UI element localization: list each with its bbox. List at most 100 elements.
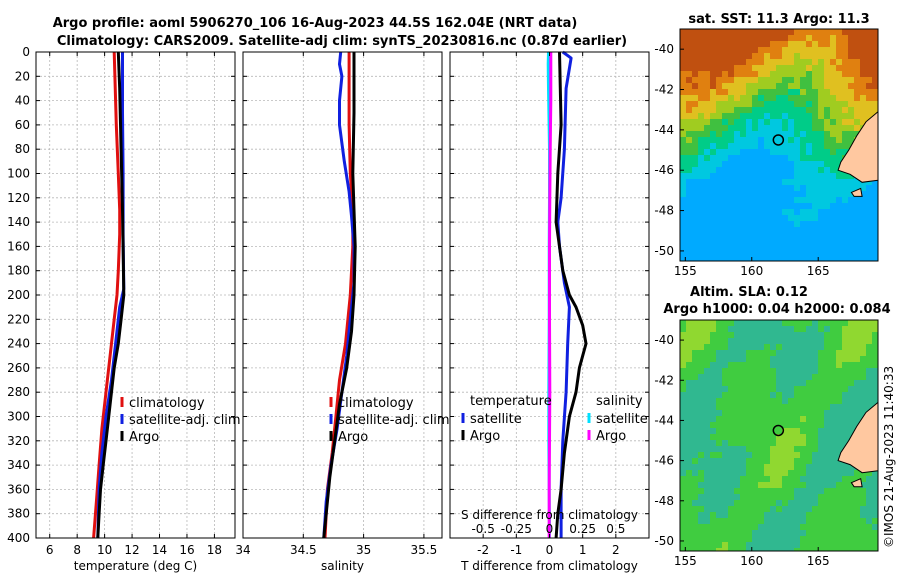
figure-title-line2: Climatology: CARS2009. Satellite-adj cli… <box>57 34 627 49</box>
x2-axis-label: S difference from climatology <box>461 508 638 522</box>
series-line-argo <box>96 51 126 539</box>
x-tick-label: 18 <box>207 543 222 557</box>
x2-tick-label: -0.5 <box>471 522 494 536</box>
sst-map-title: sat. SST: 11.3 Argo: 11.3 <box>688 12 869 27</box>
x-tick-label: 35 <box>356 543 371 557</box>
x-tick-label: 1 <box>579 543 587 557</box>
island <box>850 477 863 488</box>
y-tick-label: -40 <box>654 333 674 347</box>
argo-position-marker <box>772 424 785 437</box>
x-tick-label: 14 <box>152 543 167 557</box>
y-tick-label: 100 <box>7 167 30 181</box>
y-tick-label: 220 <box>7 312 30 326</box>
sla-field <box>680 320 878 551</box>
legend-label: satellite <box>470 412 522 427</box>
y-tick-label: -44 <box>654 413 674 427</box>
legend-label: climatology <box>338 396 414 411</box>
legend-title-salinity: salinity <box>596 394 643 409</box>
imos-watermark: ©IMOS 21-Aug-2023 11:40:33 <box>882 366 896 548</box>
legend-label: Argo <box>596 429 626 444</box>
x-tick-label: 6 <box>46 543 54 557</box>
x-tick-label: 10 <box>97 543 112 557</box>
sst-map-panel: 155 160 165 -40 -42 -44 -46 -48 -50 sat. SST: 11.… <box>654 12 879 278</box>
y-tick-label: 240 <box>7 337 30 351</box>
y-tick-label: -46 <box>654 163 674 177</box>
argo-position-marker <box>772 134 785 146</box>
figure-title-line1: Argo profile: aoml 5906270_106 16-Aug-20… <box>53 16 578 31</box>
x2-tick-label: 0 <box>546 522 554 536</box>
x2-tick-label: 0.5 <box>606 522 625 536</box>
y-tick-label: 280 <box>7 385 30 399</box>
y-tick-label: 400 <box>7 531 30 545</box>
sla-map-title-line2: Argo h1000: 0.04 h2000: 0.084 <box>663 302 890 317</box>
legend-label: climatology <box>129 396 205 411</box>
y-tick-label: -50 <box>654 534 674 548</box>
x-tick-label: 35.5 <box>411 543 438 557</box>
y-tick-label: -42 <box>654 373 674 387</box>
y-tick-label: -40 <box>654 42 674 56</box>
y-tick-label: 200 <box>7 288 30 302</box>
y-tick-label: 300 <box>7 410 30 424</box>
y-tick-label: 140 <box>7 215 30 229</box>
sla-map-panel: 155 160 165 -40 -42 -44 -46 -48 -50 Altim. SLA: 0… <box>654 285 890 568</box>
y-tick-label: 160 <box>7 239 30 253</box>
series-line-argo <box>322 52 357 539</box>
x-tick-label: 155 <box>674 264 697 278</box>
y-tick-label: 260 <box>7 361 30 375</box>
legend-label: Argo <box>470 429 500 444</box>
land-mass <box>837 111 878 183</box>
land-mass <box>837 401 878 474</box>
x-tick-label: 2 <box>612 543 620 557</box>
y-tick-label: -48 <box>654 494 674 508</box>
sst-field <box>680 29 878 261</box>
y-tick-label: -48 <box>654 204 674 218</box>
y-tick-label: -46 <box>654 454 674 468</box>
x-tick-label: 155 <box>674 554 697 568</box>
x-tick-label: 34 <box>235 543 250 557</box>
x-tick-label: 165 <box>807 554 830 568</box>
x-tick-label: 160 <box>740 264 763 278</box>
x-tick-label: -2 <box>477 543 489 557</box>
sla-map-title-line1: Altim. SLA: 0.12 <box>690 285 808 300</box>
y-tick-label: 80 <box>15 142 30 156</box>
y-tick-label: 0 <box>22 45 30 59</box>
difference-panel: -2 -1 0 1 2 T difference from climatology temp… <box>449 50 650 573</box>
x-tick-label: 34.5 <box>290 543 317 557</box>
map-frame <box>679 28 879 262</box>
x-axis-label: temperature (deg C) <box>74 559 197 573</box>
y-tick-label: 60 <box>15 118 30 132</box>
salinity-panel: 34 34.5 35 35.5 salinity climatology satellite… <box>235 51 450 573</box>
x-tick-label: 8 <box>73 543 81 557</box>
x-tick-label: 160 <box>740 554 763 568</box>
legend-label: Argo <box>338 430 368 445</box>
legend-label: satellite <box>596 412 648 427</box>
map-frame <box>679 319 879 552</box>
y-tick-label: 120 <box>7 191 30 205</box>
y-tick-label: 360 <box>7 482 30 496</box>
y-tick-label: -50 <box>654 244 674 258</box>
x-tick-label: 16 <box>179 543 194 557</box>
series-line-climatology <box>92 51 122 539</box>
legend-label: Argo <box>129 430 159 445</box>
x-tick-label: 12 <box>124 543 139 557</box>
y-tick-label: 340 <box>7 458 30 472</box>
y-tick-label: 40 <box>15 94 30 108</box>
island <box>850 187 863 197</box>
y-tick-label: 180 <box>7 264 30 278</box>
x-axis-label: T difference from climatology <box>460 559 638 573</box>
x-tick-label: 165 <box>807 264 830 278</box>
y-tick-label: -42 <box>654 83 674 97</box>
x-tick-label: -1 <box>510 543 522 557</box>
x-tick-label: 0 <box>546 543 554 557</box>
legend-title-temperature: temperature <box>470 394 552 409</box>
legend-label: satellite-adj. clim <box>129 413 241 428</box>
x2-tick-label: -0.25 <box>501 522 532 536</box>
temperature-panel: 6 8 10 12 14 16 18 temperature (deg C) 0 20 40 60 80… <box>7 45 241 573</box>
y-tick-label: 320 <box>7 434 30 448</box>
y-tick-label: 20 <box>15 69 30 83</box>
series-line-t-argo <box>554 51 588 539</box>
y-tick-label: -44 <box>654 123 674 137</box>
series-line-satellite-adj-clim <box>96 52 126 539</box>
x-axis-label: salinity <box>321 559 364 573</box>
